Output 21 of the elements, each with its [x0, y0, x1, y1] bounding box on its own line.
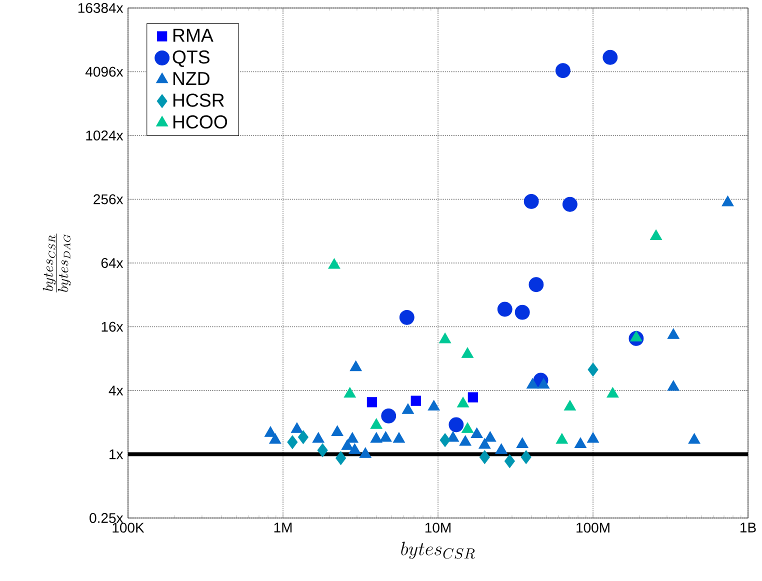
legend-label: NZD [173, 72, 210, 85]
x-tick-label: 1M [274, 522, 292, 532]
y-tick-label: 256x [94, 194, 124, 204]
y-tick-label: 16384x [78, 3, 124, 13]
x-axis-title: $bytes_{CSR}$ [401, 542, 475, 560]
x-tick-label: 100K [112, 522, 144, 533]
y-tick-label: 4x [108, 386, 124, 396]
legend-label: HCOO [173, 115, 228, 129]
y-tick-label: 64x [101, 258, 124, 268]
y-tick-label: 4096x [85, 66, 124, 77]
y-tick-label: 0.25x [90, 513, 124, 523]
y-tick-label: 1024x [86, 130, 124, 140]
y-tick-label: 1x [110, 449, 124, 460]
legend-label: HCSR [173, 94, 224, 107]
x-tick-label: 1B [740, 522, 756, 532]
x-tick-label: 100M [576, 522, 610, 533]
y-tick-label: 16x [102, 322, 124, 332]
legend-label: RMA [173, 28, 214, 42]
legend-label: QTS [172, 50, 210, 67]
x-tick-label: 10M [425, 522, 450, 533]
y-axis-title: $\frac{bytes_{CSR}}{bytes_{DAG}}$ [42, 234, 72, 292]
